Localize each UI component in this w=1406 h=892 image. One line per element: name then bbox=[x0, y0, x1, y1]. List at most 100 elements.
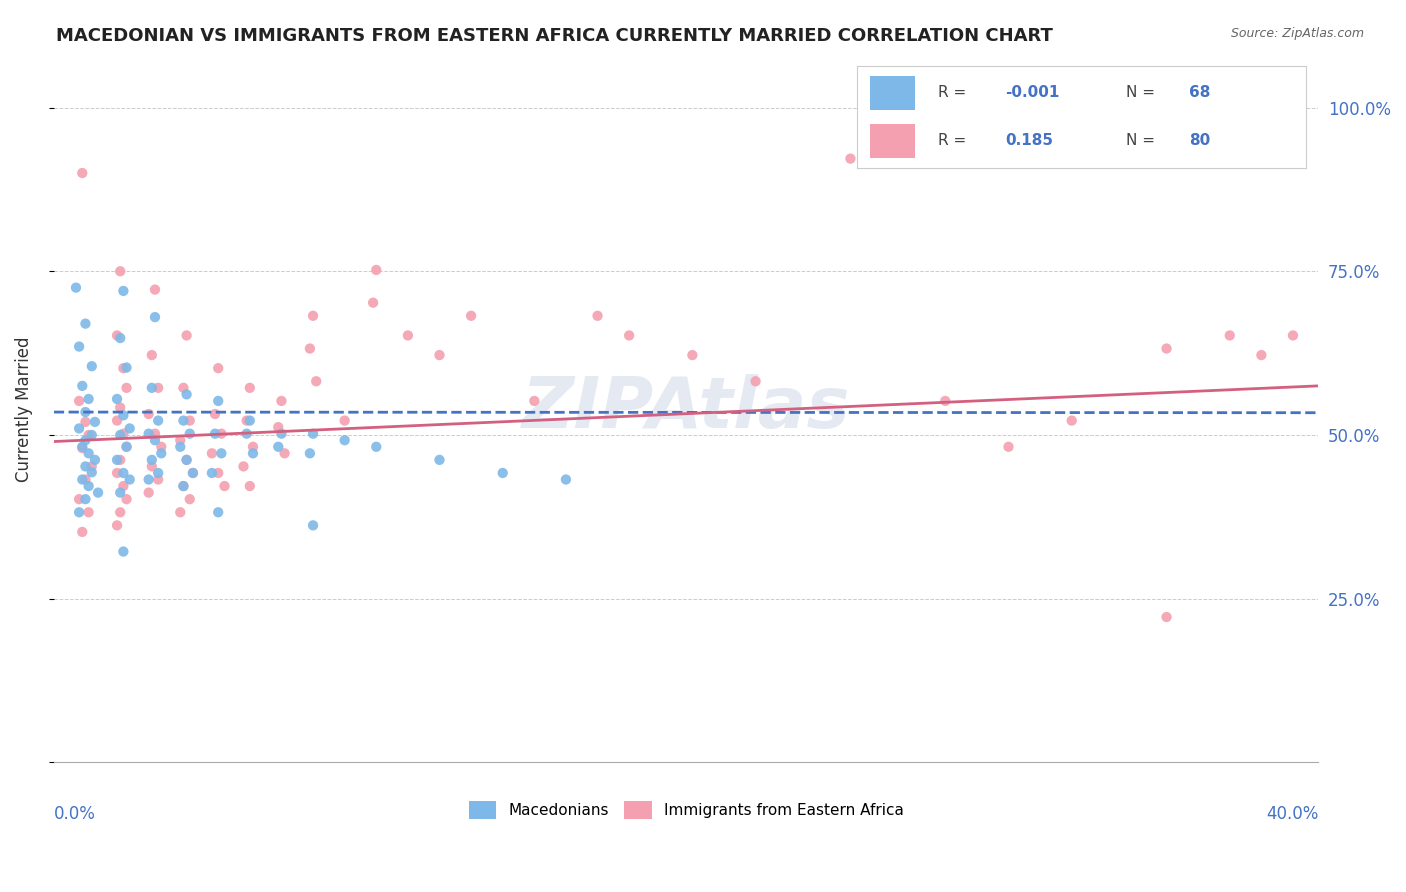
Point bbox=[396, 328, 419, 343]
Point bbox=[112, 466, 135, 480]
Point bbox=[146, 381, 169, 395]
Point bbox=[305, 374, 328, 388]
Point bbox=[176, 453, 198, 467]
Point bbox=[179, 413, 201, 427]
Point bbox=[138, 407, 160, 421]
Point bbox=[1156, 342, 1178, 356]
Point bbox=[138, 473, 160, 487]
Point bbox=[143, 426, 166, 441]
Point bbox=[77, 392, 100, 406]
Point bbox=[302, 426, 325, 441]
Point bbox=[80, 459, 103, 474]
Point bbox=[110, 453, 132, 467]
Point bbox=[115, 440, 138, 454]
Point bbox=[239, 381, 262, 395]
Point bbox=[84, 415, 107, 429]
Point bbox=[1282, 328, 1305, 343]
Point bbox=[105, 392, 128, 406]
Point bbox=[75, 434, 97, 448]
Point bbox=[115, 440, 138, 454]
Point bbox=[176, 387, 198, 401]
Point bbox=[146, 466, 169, 480]
Point bbox=[84, 453, 107, 467]
Point bbox=[235, 426, 257, 441]
Point bbox=[298, 342, 321, 356]
Point bbox=[1250, 348, 1272, 362]
Point bbox=[172, 479, 194, 493]
Point bbox=[110, 401, 132, 415]
Point bbox=[270, 426, 292, 441]
Text: ZIPAtlas: ZIPAtlas bbox=[522, 375, 851, 443]
Point bbox=[267, 440, 290, 454]
Point bbox=[80, 428, 103, 442]
Point bbox=[492, 466, 515, 480]
Point bbox=[302, 309, 325, 323]
Point bbox=[75, 317, 97, 331]
Point bbox=[1156, 610, 1178, 624]
Point bbox=[207, 466, 229, 480]
Point bbox=[1219, 328, 1241, 343]
Point bbox=[179, 426, 201, 441]
Point bbox=[207, 505, 229, 519]
Point bbox=[239, 413, 262, 427]
Point bbox=[239, 479, 262, 493]
Point bbox=[115, 360, 138, 375]
Point bbox=[235, 413, 257, 427]
Point bbox=[118, 421, 141, 435]
Point bbox=[75, 473, 97, 487]
Point bbox=[110, 428, 132, 442]
Point bbox=[80, 359, 103, 374]
Point bbox=[361, 295, 384, 310]
Point bbox=[1060, 413, 1083, 427]
Point bbox=[141, 459, 163, 474]
Y-axis label: Currently Married: Currently Married bbox=[15, 336, 32, 482]
Point bbox=[1313, 348, 1336, 362]
Point bbox=[214, 479, 236, 493]
Point bbox=[67, 421, 90, 435]
Point bbox=[75, 405, 97, 419]
Text: 0.0%: 0.0% bbox=[53, 805, 96, 823]
Point bbox=[555, 473, 578, 487]
Point bbox=[87, 485, 110, 500]
Point bbox=[143, 434, 166, 448]
Point bbox=[242, 446, 264, 460]
Point bbox=[150, 446, 173, 460]
Text: 40.0%: 40.0% bbox=[1265, 805, 1319, 823]
Point bbox=[143, 310, 166, 324]
Point bbox=[138, 426, 160, 441]
Point bbox=[105, 518, 128, 533]
Point bbox=[72, 166, 94, 180]
Point bbox=[169, 505, 191, 519]
Point bbox=[77, 479, 100, 493]
Point bbox=[460, 309, 482, 323]
Point bbox=[110, 264, 132, 278]
Point bbox=[72, 440, 94, 454]
Point bbox=[298, 446, 321, 460]
Point bbox=[67, 492, 90, 507]
Point bbox=[523, 393, 546, 408]
Point bbox=[617, 328, 640, 343]
Point bbox=[105, 328, 128, 343]
Point bbox=[105, 413, 128, 427]
Point bbox=[112, 409, 135, 423]
Legend: Macedonians, Immigrants from Eastern Africa: Macedonians, Immigrants from Eastern Afr… bbox=[463, 795, 910, 825]
Point bbox=[112, 544, 135, 558]
Point bbox=[270, 393, 292, 408]
Point bbox=[366, 440, 388, 454]
Point bbox=[115, 492, 138, 507]
Point bbox=[201, 446, 224, 460]
Point bbox=[110, 331, 132, 345]
Point bbox=[105, 453, 128, 467]
Point bbox=[72, 524, 94, 539]
Point bbox=[181, 466, 204, 480]
Point bbox=[105, 466, 128, 480]
Point bbox=[138, 485, 160, 500]
Point bbox=[209, 426, 232, 441]
Point bbox=[333, 413, 356, 427]
Point bbox=[112, 361, 135, 376]
Point bbox=[176, 453, 198, 467]
Point bbox=[273, 446, 295, 460]
Point bbox=[586, 309, 609, 323]
Point bbox=[429, 453, 451, 467]
Point bbox=[333, 434, 356, 448]
